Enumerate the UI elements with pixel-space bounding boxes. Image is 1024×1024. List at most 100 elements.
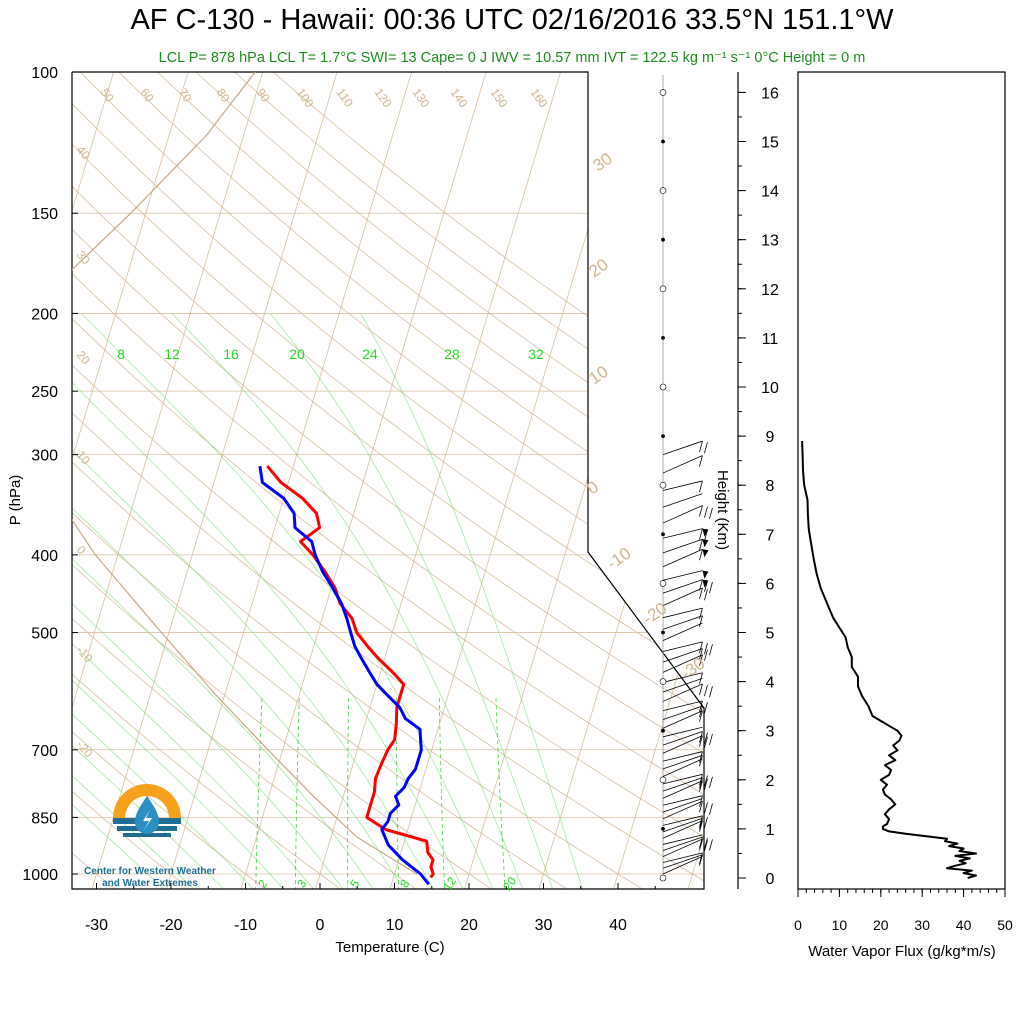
dry-adiabat <box>72 72 344 889</box>
wind-barb <box>662 480 703 493</box>
dry-adiabat-label: 80 <box>214 86 233 105</box>
isotherm-label-right: -10 <box>603 544 634 574</box>
barb-flag <box>699 549 703 561</box>
isotherm-line <box>72 72 274 889</box>
y-tick-label: 400 <box>31 548 58 565</box>
barb-pennant <box>702 570 709 579</box>
y-tick-label: 100 <box>31 65 58 82</box>
dry-adiabat-label: 160 <box>528 86 551 111</box>
barb-flag <box>699 731 703 743</box>
dry-adiabat-label: 60 <box>138 86 157 105</box>
moist-adiabat <box>72 482 375 889</box>
barb-staff <box>662 800 703 820</box>
logo-line2: and Water Extremes <box>102 878 198 889</box>
barb-staff <box>662 852 703 863</box>
wind-barb <box>662 672 703 684</box>
barb-flag <box>709 507 713 519</box>
barb-flag <box>704 442 708 454</box>
barb-flag <box>709 803 713 815</box>
height-tick-label: 9 <box>766 429 775 446</box>
dry-adiabat <box>72 72 704 889</box>
mixing-ratio-line <box>438 696 445 889</box>
dry-adiabat-label: 120 <box>372 86 395 111</box>
y-tick-label: 700 <box>31 743 58 760</box>
wind-barb <box>662 648 708 663</box>
barb-flag <box>704 506 708 518</box>
height-marker <box>659 481 667 489</box>
barb-staff <box>662 773 703 785</box>
dry-adiabat <box>72 72 495 889</box>
moist-adiabat <box>72 671 167 889</box>
wind-barb <box>662 815 708 829</box>
barb-staff <box>662 440 703 456</box>
barb-staff <box>662 641 703 652</box>
dry-adiabat-label: 90 <box>254 86 273 105</box>
height-marker <box>659 678 667 685</box>
barb-flag <box>699 505 703 517</box>
mixing-ratio-label-bottom: 20 <box>500 874 519 893</box>
flux-frame <box>797 71 1006 890</box>
height-marker <box>659 580 667 587</box>
wind-barb <box>662 754 703 770</box>
dry-adiabat <box>234 72 704 889</box>
moist-adiabat <box>80 313 495 889</box>
y-tick-label: 150 <box>31 206 58 223</box>
moist-adiabat <box>72 517 346 889</box>
barb-flag <box>704 840 708 852</box>
isotherm-label-right: 10 <box>585 362 611 388</box>
barb-flag <box>699 710 703 722</box>
dry-adiabat <box>72 72 704 889</box>
barb-flag <box>704 778 708 790</box>
wind-barb <box>662 751 703 763</box>
dry-adiabat <box>272 72 704 889</box>
barb-staff <box>662 780 703 799</box>
barb-staff <box>662 700 703 712</box>
wind-barb <box>662 854 703 869</box>
height-tick-label: 3 <box>766 724 775 741</box>
barb-staff <box>662 678 703 693</box>
barb-staff <box>662 587 703 607</box>
isotherm-line <box>91 72 349 889</box>
barb-flag <box>699 615 703 627</box>
dry-adiabat-label: 110 <box>334 86 357 110</box>
dry-adiabat-label: 130 <box>410 86 433 111</box>
barb-flag <box>699 539 703 551</box>
barb-flag <box>699 705 703 718</box>
mixing-ratio-label: 16 <box>223 346 239 362</box>
barb-staff <box>662 817 703 833</box>
isotherm-line <box>165 72 423 889</box>
barb-flag <box>704 816 708 829</box>
y-tick-label: 250 <box>31 384 58 401</box>
barb-flag <box>699 641 703 654</box>
dry-adiabat <box>118 72 704 889</box>
wind-barb <box>662 834 703 845</box>
dry-adiabat <box>72 72 193 889</box>
logo-line1: Center for Western Weather <box>84 866 216 877</box>
dry-adiabat-label: 50 <box>98 86 117 105</box>
barb-staff <box>662 820 703 839</box>
barb-flag <box>704 802 708 814</box>
wind-barb <box>662 773 713 788</box>
plot-frame <box>71 71 705 890</box>
mixing-ratio-label: 28 <box>444 346 460 362</box>
x-axis-title: Temperature (C) <box>335 939 444 956</box>
barb-flag <box>699 683 703 695</box>
mixing-ratio-line <box>495 696 506 889</box>
wind-barb <box>662 817 703 833</box>
wind-barb <box>662 538 709 554</box>
moist-adiabat <box>269 313 554 889</box>
barb-flag <box>699 795 703 807</box>
barb-staff <box>662 455 703 474</box>
chart-subtitle: LCL P= 878 hPa LCL T= 1.7°C SWI= 13 Cape… <box>158 50 866 66</box>
mixing-ratio-label: 8 <box>117 346 125 362</box>
flux-tick-label: 50 <box>997 917 1013 933</box>
x-tick-label: -20 <box>159 917 182 934</box>
dry-adiabat <box>72 72 646 889</box>
dry-adiabat <box>72 72 704 889</box>
mixing-ratio-label: 12 <box>164 346 180 362</box>
thermo-lines <box>72 72 704 889</box>
sounding-profiles <box>72 72 435 886</box>
barb-staff <box>662 838 703 857</box>
wind-barb <box>662 777 708 792</box>
